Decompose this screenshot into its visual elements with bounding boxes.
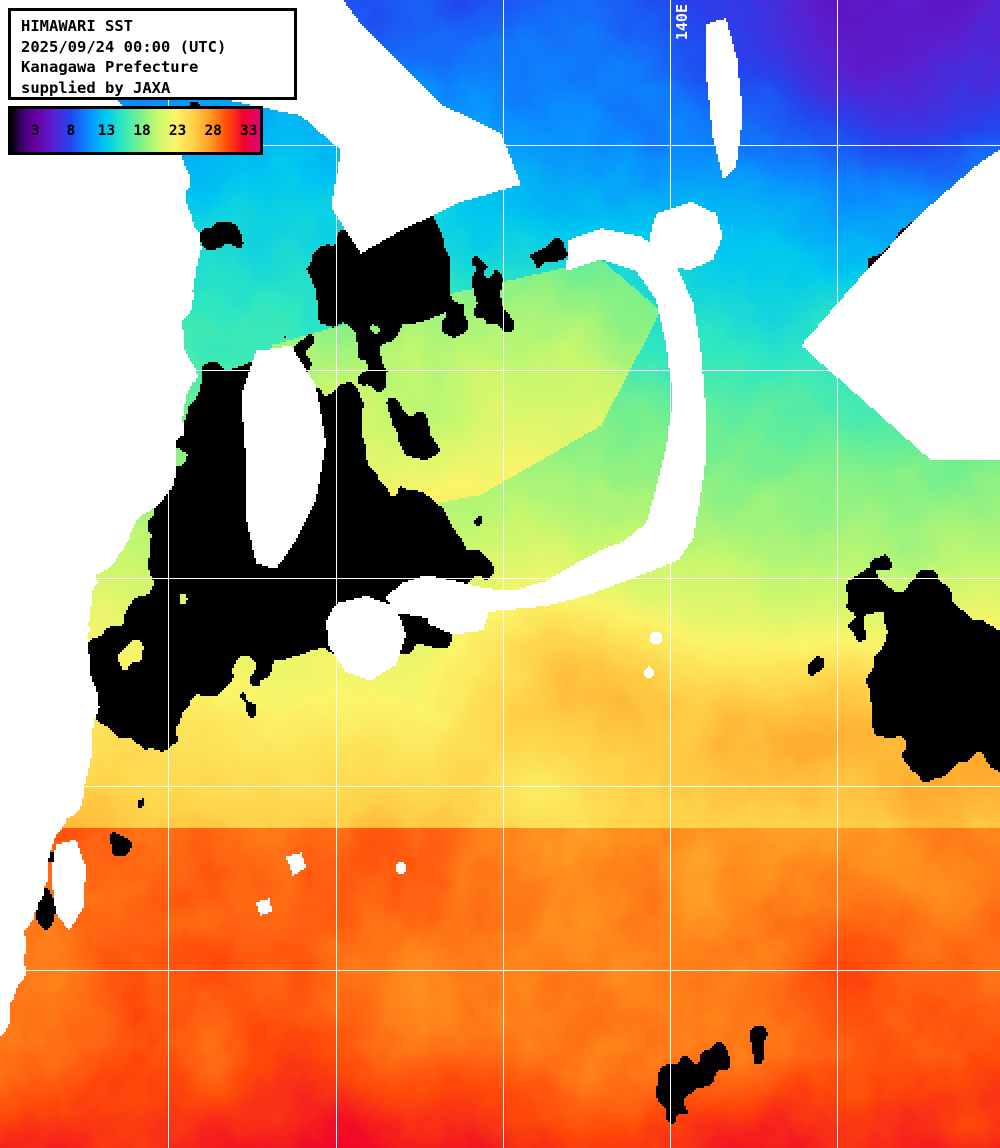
sst-colorbar: 3 8 13 18 23 28 33 <box>8 106 263 155</box>
colorbar-tick-8: 8 <box>66 122 76 139</box>
colorbar-tick-28: 28 <box>204 122 222 139</box>
info-box: HIMAWARI SST 2025/09/24 00:00 (UTC) Kana… <box>8 8 297 100</box>
info-title: HIMAWARI SST <box>21 17 133 35</box>
colorbar-tick-13: 13 <box>97 122 116 139</box>
colorbar-tick-labels: 3 8 13 18 23 28 33 <box>11 109 260 152</box>
info-datetime: 2025/09/24 00:00 (UTC) <box>21 37 227 56</box>
info-source: supplied by JAXA <box>21 78 171 97</box>
colorbar-tick-18: 18 <box>133 122 151 139</box>
colorbar-tick-33: 33 <box>240 122 258 139</box>
info-region: Kanagawa Prefecture <box>21 58 199 76</box>
colorbar-tick-3: 3 <box>30 122 40 139</box>
colorbar-gradient <box>11 109 260 152</box>
colorbar-tick-23: 23 <box>168 122 187 139</box>
